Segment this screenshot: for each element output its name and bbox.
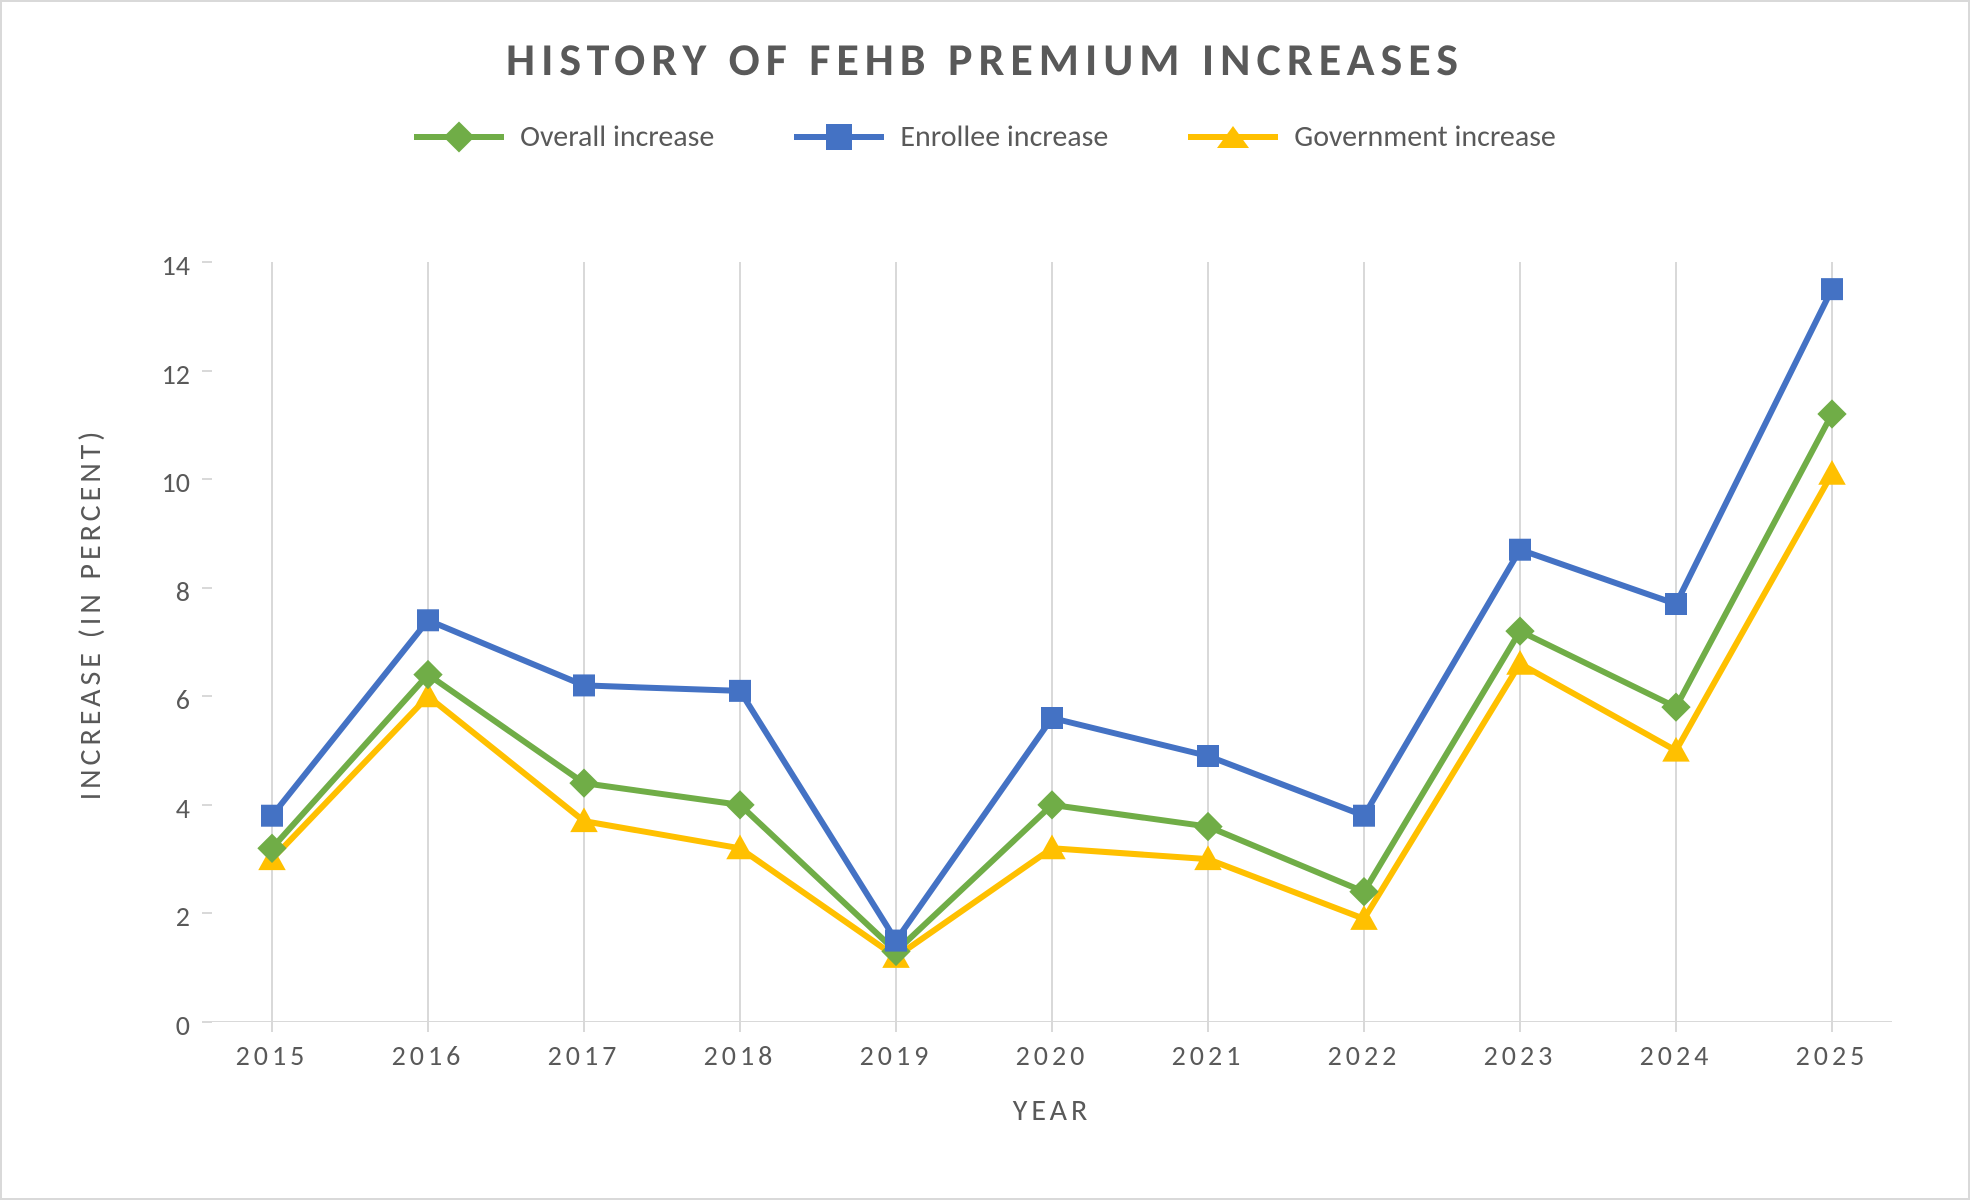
x-tick-label: 2021 — [1158, 1038, 1258, 1073]
legend-item-government: Government increase — [1188, 118, 1556, 155]
y-tick-mark — [202, 478, 212, 480]
data-marker — [261, 805, 283, 827]
data-marker — [1509, 539, 1531, 561]
y-tick-mark — [202, 804, 212, 806]
data-marker — [1506, 650, 1534, 675]
legend-item-enrollee: Enrollee increase — [794, 118, 1108, 155]
x-tick-label: 2019 — [846, 1038, 946, 1073]
legend-label-government: Government increase — [1294, 118, 1556, 155]
legend-item-overall: Overall increase — [414, 118, 714, 155]
data-marker — [729, 680, 751, 702]
y-tick-mark — [202, 912, 212, 914]
data-marker — [885, 930, 907, 952]
data-marker — [1193, 812, 1222, 841]
x-tick-mark — [1519, 1022, 1521, 1032]
x-tick-mark — [1051, 1022, 1053, 1032]
data-marker — [1353, 805, 1375, 827]
x-tick-label: 2025 — [1782, 1038, 1882, 1073]
x-tick-mark — [583, 1022, 585, 1032]
x-tick-label: 2020 — [1002, 1038, 1102, 1073]
y-tick-label: 10 — [162, 465, 190, 500]
data-marker — [1665, 593, 1687, 615]
data-marker — [1662, 737, 1690, 762]
x-tick-label: 2016 — [378, 1038, 478, 1073]
x-axis-title: YEAR — [212, 1092, 1892, 1129]
x-tick-mark — [271, 1022, 273, 1032]
y-tick-label: 14 — [162, 248, 190, 283]
data-marker — [1821, 278, 1843, 300]
x-tick-mark — [1363, 1022, 1365, 1032]
legend-swatch-enrollee — [794, 125, 884, 149]
y-tick-label: 0 — [176, 1008, 190, 1043]
x-tick-mark — [427, 1022, 429, 1032]
legend: Overall increase Enrollee increase Gover… — [2, 118, 1968, 155]
data-marker — [417, 609, 439, 631]
data-marker — [573, 674, 595, 696]
x-tick-label: 2015 — [222, 1038, 322, 1073]
y-tick-label: 12 — [162, 357, 190, 392]
y-tick-mark — [202, 587, 212, 589]
legend-label-overall: Overall increase — [520, 118, 714, 155]
legend-swatch-overall — [414, 125, 504, 149]
x-tick-mark — [895, 1022, 897, 1032]
x-tick-label: 2022 — [1314, 1038, 1414, 1073]
x-tick-label: 2024 — [1626, 1038, 1726, 1073]
x-tick-label: 2017 — [534, 1038, 634, 1073]
x-tick-mark — [1207, 1022, 1209, 1032]
y-tick-mark — [202, 695, 212, 697]
y-tick-label: 8 — [176, 574, 190, 609]
data-marker — [1661, 692, 1690, 721]
legend-swatch-government — [1188, 125, 1278, 149]
y-axis-title: INCREASE (IN PERCENT) — [72, 386, 109, 842]
x-tick-mark — [1675, 1022, 1677, 1032]
legend-label-enrollee: Enrollee increase — [900, 118, 1108, 155]
y-tick-label: 2 — [176, 899, 190, 934]
data-marker — [1817, 399, 1846, 428]
chart-frame: HISTORY OF FEHB PREMIUM INCREASES Overal… — [0, 0, 1970, 1200]
chart-title: HISTORY OF FEHB PREMIUM INCREASES — [2, 32, 1968, 88]
y-tick-mark — [202, 261, 212, 263]
y-tick-mark — [202, 370, 212, 372]
data-marker — [1505, 616, 1534, 645]
y-tick-label: 4 — [176, 791, 190, 826]
data-marker — [1197, 745, 1219, 767]
x-tick-label: 2018 — [690, 1038, 790, 1073]
x-tick-label: 2023 — [1470, 1038, 1570, 1073]
data-marker — [1041, 707, 1063, 729]
y-tick-mark — [202, 1021, 212, 1023]
data-marker — [1818, 460, 1846, 485]
y-tick-label: 6 — [176, 682, 190, 717]
x-tick-mark — [1831, 1022, 1833, 1032]
chart-svg — [212, 262, 1892, 1022]
x-tick-mark — [739, 1022, 741, 1032]
plot-area — [212, 262, 1892, 1022]
